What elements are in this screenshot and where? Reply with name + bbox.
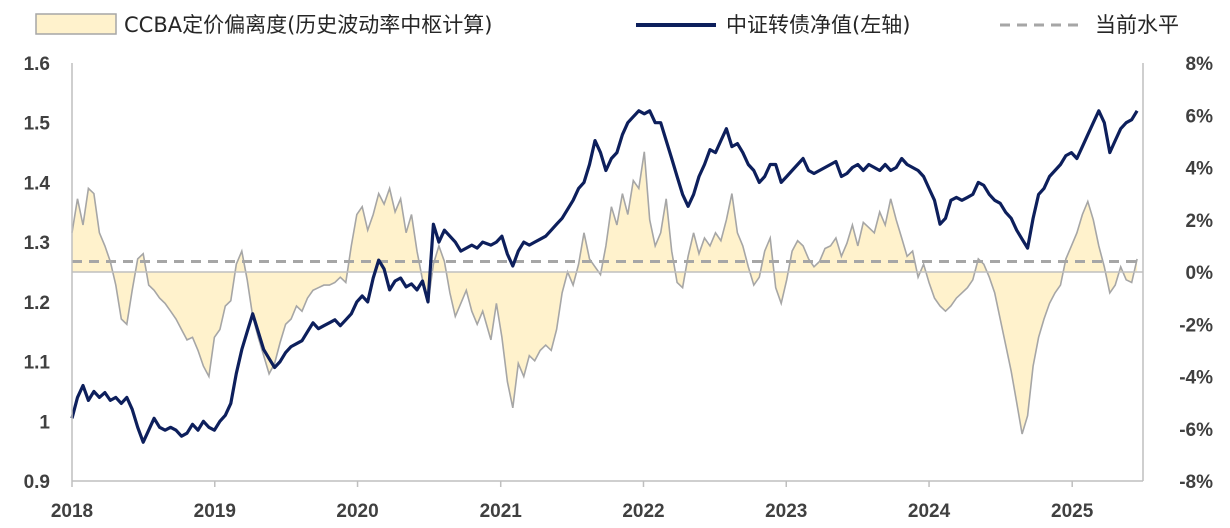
x-tick-label: 2021 — [480, 501, 523, 522]
y-left-tick-label: 0.9 — [24, 472, 50, 493]
y-right-tick-label: 0% — [1186, 263, 1214, 284]
deviation-area-fill — [72, 151, 1138, 435]
deviation-area-line — [71, 151, 1138, 435]
plot-area — [70, 109, 1143, 444]
y-left-tick-label: 1.2 — [24, 293, 50, 314]
y-left-tick-label: 1.4 — [24, 173, 51, 194]
y-right-tick-label: 8% — [1186, 54, 1214, 75]
y-right-tick-label: 2% — [1186, 211, 1214, 232]
y-left-tick-label: 1.1 — [24, 353, 51, 374]
legend-area-swatch — [35, 13, 117, 35]
y-right-tick-label: 4% — [1186, 159, 1214, 180]
x-tick-label: 2019 — [194, 501, 236, 522]
legend-dashed-label: 当前水平 — [1095, 13, 1179, 37]
y-right-tick-label: -2% — [1179, 315, 1213, 336]
y-left-tick-label: 1.3 — [24, 233, 50, 254]
y-right-tick-label: -4% — [1179, 368, 1213, 389]
x-tick-label: 2022 — [622, 501, 664, 522]
legend-area-label: CCBA定价偏离度(历史波动率中枢计算) — [124, 13, 492, 37]
x-tick-label: 2025 — [1051, 501, 1094, 522]
x-tick-label: 2018 — [51, 501, 93, 522]
y-right-tick-label: 6% — [1186, 106, 1214, 127]
legend: CCBA定价偏离度(历史波动率中枢计算) 中证转债净值(左轴) 当前水平 — [35, 13, 1179, 37]
y-right-tick-label: -8% — [1179, 472, 1213, 493]
axes: 0.9 1 1.1 1.2 1.3 1.4 1.5 1.6 -8% -6% -4% -2% 0% 2% 4%… — [24, 54, 1214, 522]
y-right-tick-label: -6% — [1179, 420, 1213, 441]
y-left-tick-label: 1.5 — [24, 114, 51, 135]
x-tick-label: 2023 — [765, 501, 807, 522]
y-left-tick-label: 1.6 — [24, 54, 50, 75]
x-tick-label: 2020 — [336, 501, 378, 522]
legend-line-label: 中证转债净值(左轴) — [726, 13, 910, 37]
x-tick-label: 2024 — [908, 501, 951, 522]
y-left-tick-label: 1 — [39, 412, 50, 433]
net-value-line — [70, 109, 1139, 444]
